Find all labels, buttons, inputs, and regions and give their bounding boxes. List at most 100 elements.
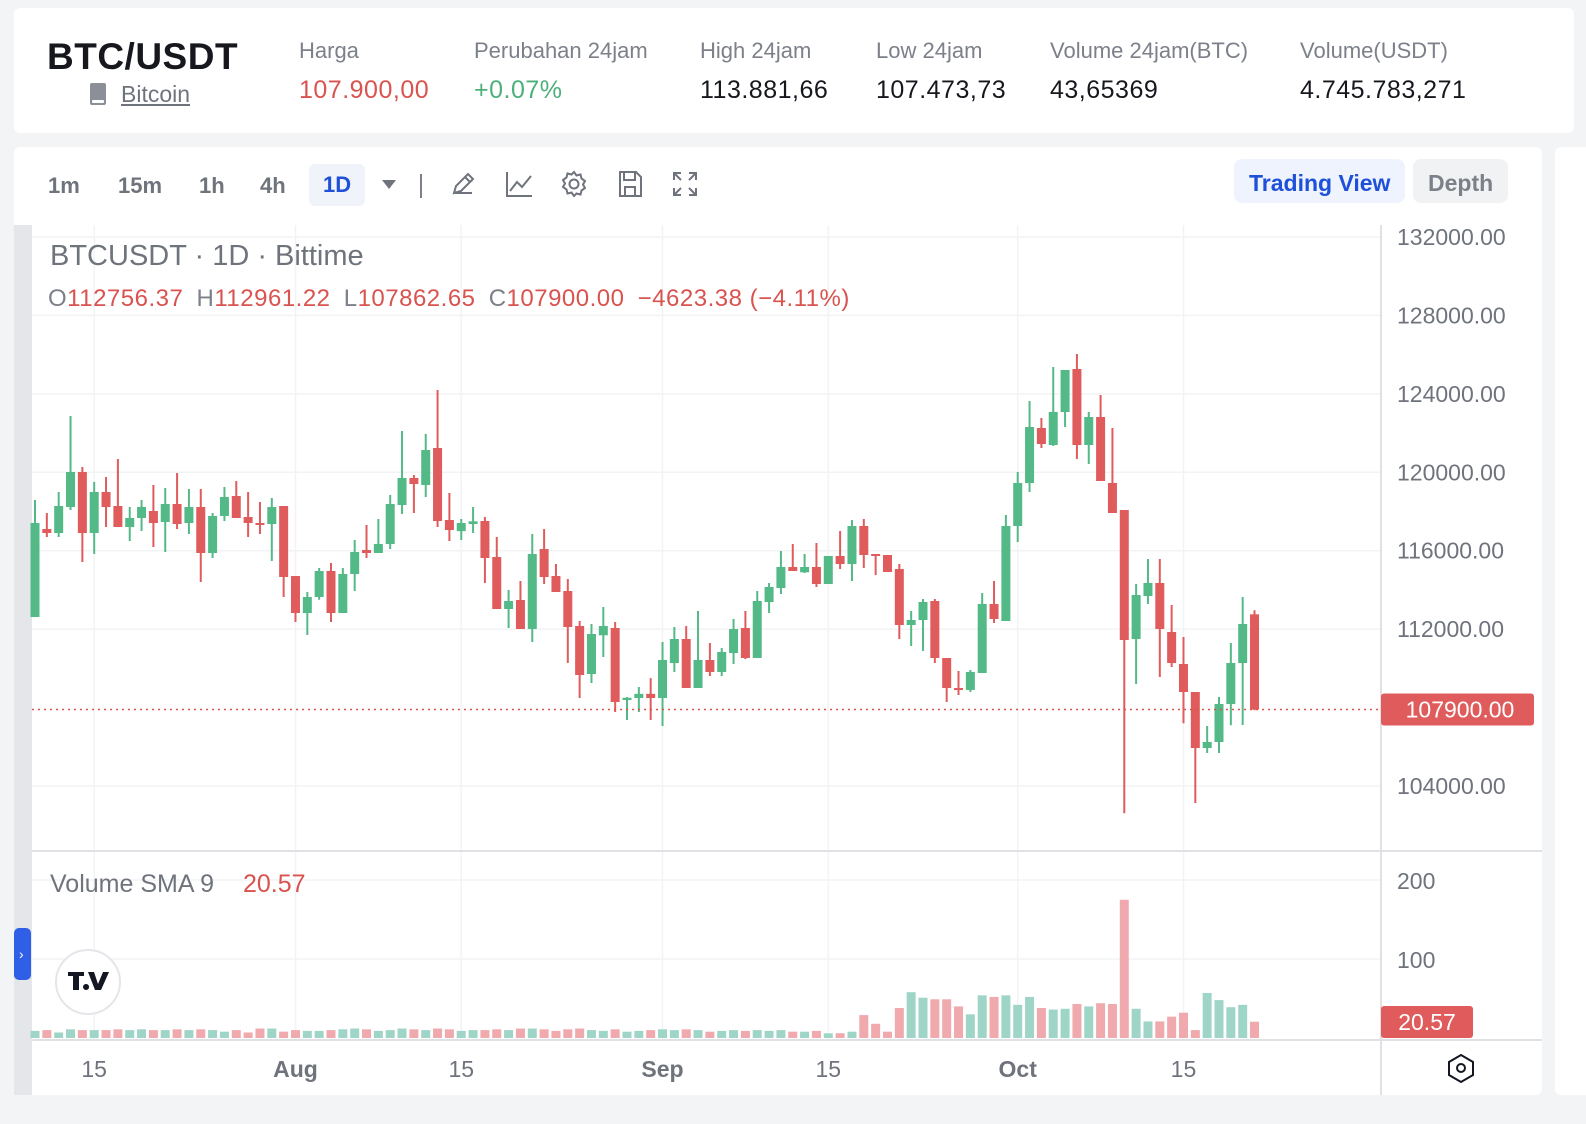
candle-body bbox=[160, 504, 170, 522]
candle-body bbox=[421, 450, 431, 485]
candle bbox=[894, 564, 904, 639]
candle bbox=[172, 473, 182, 529]
volume-bar bbox=[622, 1031, 632, 1038]
time-tick-label: Sep bbox=[641, 1056, 683, 1082]
gear-icon[interactable] bbox=[559, 169, 589, 199]
candle bbox=[776, 551, 786, 594]
tab-trading-view[interactable]: Trading View bbox=[1234, 159, 1406, 203]
candle bbox=[456, 519, 466, 540]
candle-body bbox=[243, 517, 253, 523]
candle-body bbox=[669, 639, 679, 663]
candle-body bbox=[42, 529, 52, 533]
volume-bar bbox=[1072, 1004, 1082, 1038]
volume-bar bbox=[1250, 1021, 1260, 1038]
tradingview-logo[interactable] bbox=[55, 949, 121, 1015]
save-icon[interactable] bbox=[615, 169, 645, 199]
candle bbox=[279, 506, 289, 597]
volume-bar bbox=[598, 1030, 608, 1038]
tab-depth[interactable]: Depth bbox=[1413, 159, 1509, 203]
candle bbox=[433, 390, 443, 527]
volume-bar bbox=[444, 1029, 454, 1038]
interval-15m[interactable]: 15m bbox=[118, 173, 163, 198]
candle bbox=[1214, 697, 1224, 753]
candle-body bbox=[717, 652, 727, 672]
volume-bar bbox=[397, 1028, 407, 1038]
time-axis: 15 Aug 15 Sep 15 Oct 15 bbox=[81, 1056, 1196, 1082]
candle bbox=[1036, 418, 1046, 448]
candle bbox=[800, 554, 810, 573]
interval-1d[interactable]: 1D bbox=[309, 164, 366, 206]
volume-bar bbox=[942, 999, 952, 1038]
volume-bar bbox=[1048, 1009, 1058, 1038]
volume-bar bbox=[504, 1030, 514, 1038]
volume-bar bbox=[89, 1030, 99, 1038]
volume-bar bbox=[137, 1029, 147, 1038]
expand-sidebar-handle[interactable] bbox=[14, 928, 31, 980]
candle-body bbox=[326, 571, 336, 613]
candle-body bbox=[882, 555, 892, 572]
volume-tick: 100 bbox=[1397, 947, 1435, 973]
price-tick-label: 104000.00 bbox=[1397, 773, 1506, 799]
volume-bar bbox=[717, 1030, 727, 1038]
stat-high-label: High 24jam bbox=[700, 38, 812, 63]
candle bbox=[184, 489, 194, 534]
last-price-tag-text: 107900.00 bbox=[1406, 697, 1515, 723]
candle-body bbox=[847, 526, 857, 564]
interval-1m[interactable]: 1m bbox=[48, 173, 80, 198]
candle-body bbox=[314, 571, 324, 597]
candle-body bbox=[89, 492, 99, 533]
volume-bar bbox=[113, 1029, 123, 1038]
volume-bar bbox=[243, 1032, 253, 1038]
fullscreen-icon[interactable] bbox=[670, 169, 700, 199]
low-label: L bbox=[343, 285, 358, 312]
volume-bar bbox=[575, 1028, 585, 1038]
candle bbox=[977, 593, 987, 673]
candle-body bbox=[1048, 412, 1058, 445]
candle-body bbox=[1025, 427, 1035, 483]
candle-body bbox=[1001, 526, 1011, 621]
interval-4h[interactable]: 4h bbox=[260, 173, 286, 198]
volume-bar bbox=[669, 1030, 679, 1038]
chart-settings-icon[interactable] bbox=[1448, 1053, 1474, 1084]
candle-body bbox=[66, 472, 76, 507]
volume-bar bbox=[1214, 1000, 1224, 1038]
chevron-down-icon[interactable] bbox=[374, 169, 404, 199]
ohlc-legend: O112756.37 H112961.22 L107862.65 C107900… bbox=[48, 285, 850, 313]
candle-body bbox=[255, 523, 265, 525]
volume-bar bbox=[658, 1029, 668, 1038]
candle bbox=[740, 611, 750, 659]
coin-info-link[interactable]: Bitcoin bbox=[121, 81, 191, 107]
candle-body bbox=[610, 628, 620, 702]
candle-body bbox=[338, 574, 348, 613]
candle bbox=[1072, 354, 1082, 459]
candle-body bbox=[705, 660, 715, 672]
candle bbox=[1107, 428, 1117, 513]
stat-change-label: Perubahan 24jam bbox=[474, 38, 648, 63]
candle-body bbox=[1250, 614, 1260, 710]
volume-bar bbox=[586, 1030, 596, 1038]
volume-bar bbox=[1131, 1008, 1141, 1038]
candle bbox=[575, 621, 585, 698]
volume-bar bbox=[208, 1030, 218, 1038]
candle-body bbox=[362, 550, 372, 553]
candle-body bbox=[977, 604, 987, 673]
candle-body bbox=[184, 507, 194, 523]
candle bbox=[823, 556, 833, 584]
candle-body bbox=[1060, 370, 1070, 412]
candle bbox=[1167, 605, 1177, 667]
interval-1h[interactable]: 1h bbox=[199, 173, 225, 198]
volume-bar bbox=[1001, 995, 1011, 1038]
candle bbox=[989, 581, 999, 623]
candle-body bbox=[823, 556, 833, 584]
candle-body bbox=[1167, 632, 1177, 663]
volume-bar bbox=[847, 1031, 857, 1038]
candle-body bbox=[137, 507, 147, 518]
volume-bar bbox=[965, 1014, 975, 1038]
stat-low-value: 107.473,73 bbox=[876, 76, 1007, 104]
price-tick-label: 124000.00 bbox=[1397, 381, 1506, 407]
pencil-icon[interactable] bbox=[448, 169, 478, 199]
indicator-chart-icon[interactable] bbox=[504, 169, 534, 199]
candle-body bbox=[681, 639, 691, 688]
volume-bar bbox=[30, 1030, 40, 1038]
